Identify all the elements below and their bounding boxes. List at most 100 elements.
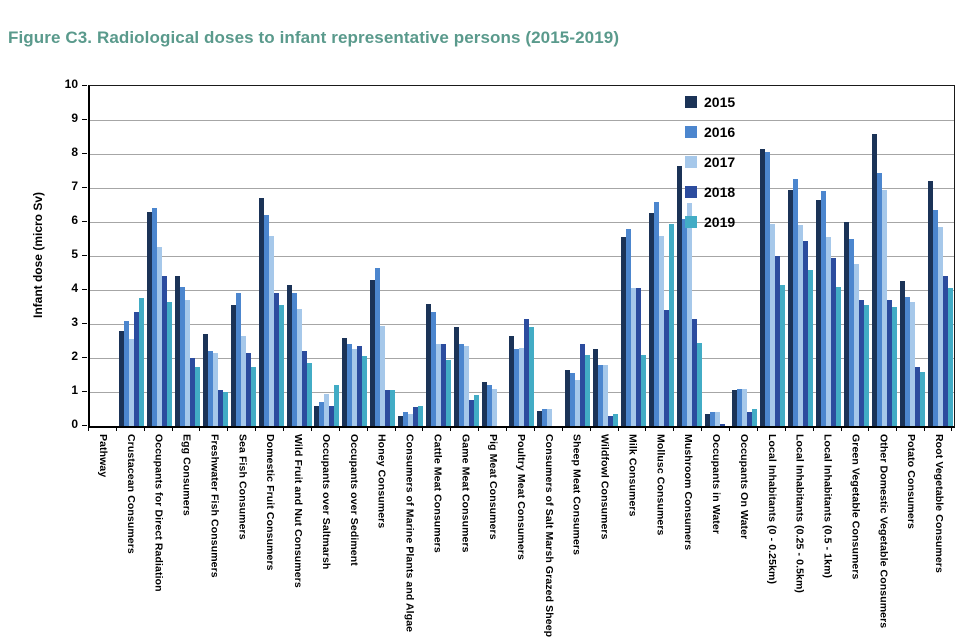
bar-2019 [306, 363, 312, 426]
bar-2018 [524, 319, 530, 426]
x-tick [617, 427, 619, 431]
x-tick [88, 427, 89, 431]
x-tick [840, 427, 842, 431]
bar-2018 [245, 353, 251, 426]
y-tick [82, 254, 87, 256]
bar-2017 [380, 326, 386, 426]
bar-2018 [719, 424, 725, 426]
bar-2016 [709, 412, 715, 426]
bar-group [341, 86, 369, 426]
bar-2015 [927, 181, 933, 426]
x-tick [951, 427, 952, 431]
y-axis-tick-label: 3 [71, 315, 78, 329]
bar-2017 [157, 247, 163, 426]
y-tick [82, 152, 87, 154]
chart-legend: 2015 2016 2017 2018 2019 [685, 92, 735, 242]
x-tick [227, 427, 229, 431]
x-tick [784, 427, 786, 431]
x-axis-label: Sea Fish Consumers [236, 434, 249, 540]
legend-item-2018: 2018 [685, 182, 735, 202]
x-tick [645, 427, 647, 431]
bar-2017 [324, 394, 330, 426]
bar-2017 [658, 236, 664, 426]
bar-2017 [491, 389, 497, 426]
bar-2019 [139, 298, 145, 426]
bar-2016 [848, 239, 854, 426]
y-tick [82, 390, 87, 392]
bar-2019 [947, 288, 953, 426]
bar-2018 [775, 256, 781, 426]
bar-2015 [816, 200, 822, 426]
bar-2018 [190, 358, 196, 426]
bar-2018 [413, 407, 418, 426]
x-axis-label: Consumers of Salt Marsh Grazed Sheep [542, 434, 555, 638]
bar-2015 [147, 212, 153, 426]
y-axis-title: Infant dose (micro Sv) [31, 191, 45, 319]
bar-2019 [808, 270, 814, 426]
bar-2015 [676, 166, 682, 426]
bar-2018 [580, 344, 586, 426]
bar-2016 [793, 179, 799, 426]
bar-group [564, 86, 592, 426]
gridline [90, 221, 954, 223]
bar-2016 [932, 210, 938, 426]
x-axis-label: Local Inhabitants (0.25 - 0.5km) [793, 434, 806, 593]
x-tick [812, 427, 814, 431]
bar-2018 [858, 300, 864, 426]
bar-group [174, 86, 202, 426]
bar-2018 [663, 310, 669, 426]
bar-2016 [207, 351, 213, 426]
bar-2018 [635, 288, 641, 426]
bar-2018 [329, 406, 335, 426]
legend-label: 2019 [704, 214, 736, 230]
bar-2015 [202, 334, 208, 426]
bar-2017 [742, 389, 748, 426]
bar-2015 [788, 190, 794, 426]
bar-2016 [347, 344, 353, 426]
y-axis-tick-label: 0 [71, 417, 78, 431]
bar-2019 [668, 224, 674, 426]
x-axis-label: Occupants over Saltmarsh [319, 434, 332, 570]
bar-2015 [342, 338, 348, 426]
bar-2019 [445, 360, 451, 426]
bar-2015 [593, 349, 599, 426]
bar-2017 [435, 344, 441, 426]
y-axis-tick-label: 10 [64, 77, 78, 91]
x-tick [868, 427, 870, 431]
bar-2018 [385, 390, 391, 426]
legend-label: 2018 [704, 184, 736, 200]
bar-2016 [514, 349, 520, 426]
legend-swatch-icon [685, 216, 697, 228]
x-axis-label: Game Meat Consumers [459, 434, 472, 553]
x-axis-label: Mushroom Consumers [682, 434, 695, 551]
bar-2016 [570, 373, 576, 426]
bar-2017 [519, 348, 525, 426]
bar-group [592, 86, 620, 426]
bar-group [815, 86, 843, 426]
x-tick [701, 427, 703, 431]
bar-2015 [899, 281, 905, 426]
gridline [90, 323, 954, 325]
bar-group [118, 86, 146, 426]
bar-2015 [537, 411, 543, 426]
bar-2015 [398, 416, 403, 426]
x-axis-label: Honey Consumers [375, 434, 388, 529]
x-axis-label: Sheep Meat Consumers [570, 434, 583, 556]
x-axis-label: Local Inhabitants (0.5 - 1km) [821, 434, 834, 579]
bar-2016 [876, 173, 882, 426]
legend-label: 2016 [704, 124, 736, 140]
x-tick [199, 427, 201, 431]
x-axis-label: Occupants in Water [710, 434, 723, 535]
bar-2018 [831, 258, 837, 426]
bar-2018 [691, 319, 697, 426]
x-tick [422, 427, 424, 431]
x-axis-label: Crustacean Consumers [124, 434, 137, 554]
bar-2017 [463, 346, 469, 426]
bar-2017 [603, 365, 609, 426]
bar-2018 [273, 293, 279, 426]
bar-2018 [608, 416, 614, 426]
x-tick [896, 427, 898, 431]
bar-2015 [286, 285, 292, 426]
x-axis-label: Occupants over Sediment [347, 434, 360, 566]
x-axis-label: Occupants On Water [737, 434, 750, 540]
